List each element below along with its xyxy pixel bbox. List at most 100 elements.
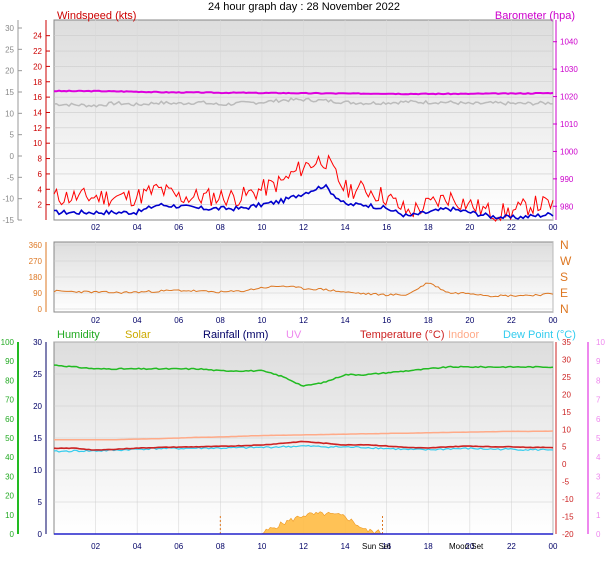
direction-tick-label: 0 (38, 305, 43, 314)
temp-x-tick-label: 16 (382, 542, 391, 551)
legend-solar: Solar (125, 329, 151, 341)
windspeed-tick-label: 14 (33, 108, 42, 117)
legend-rainfall: Rainfall (mm) (203, 329, 268, 341)
sunset-annotation: Sun Set (362, 542, 391, 551)
barometer-tick-label: 1020 (560, 93, 578, 102)
chart-title: 24 hour graph day : 28 November 2022 (208, 1, 400, 13)
humidity-tick-label: 80 (5, 376, 14, 385)
temp-x-tick-label: 20 (465, 542, 474, 551)
temp-x-tick-label: 12 (299, 542, 308, 551)
temp-tick-label: 20 (562, 390, 571, 399)
compass-label: N (560, 238, 569, 252)
temp-tick-label: 30 (562, 355, 571, 364)
inner-left-tick-label: 15 (5, 88, 14, 97)
legend-indoor: Indoor (448, 329, 480, 341)
series-wind-gray (53, 97, 554, 108)
wind-x-tick-label: 02 (91, 223, 100, 232)
barometer-tick-label: 990 (560, 175, 574, 184)
wind-x-tick-label: 12 (299, 223, 308, 232)
temp-x-tick-label: 18 (424, 542, 433, 551)
moonset-annotation: Moon Set (449, 542, 484, 551)
series-wind-direction (53, 282, 554, 298)
series-wind-gust (53, 183, 554, 220)
windspeed-tick-label: 16 (33, 93, 42, 102)
temp-tick-label: -15 (562, 513, 574, 522)
uv-tick-label: 9 (596, 357, 601, 366)
direction-tick-label: 270 (29, 257, 43, 266)
inner-left-tick-label: 5 (10, 131, 15, 140)
humidity-tick-label: 30 (5, 472, 14, 481)
temp-tick-label: -20 (562, 530, 574, 539)
direction-x-tick-label: 08 (216, 316, 225, 325)
direction-x-tick-label: 02 (91, 316, 100, 325)
compass-label: S (560, 270, 568, 284)
windspeed-tick-label: 12 (33, 124, 42, 133)
temp-tick-label: 15 (562, 408, 571, 417)
uv-tick-label: 0 (596, 530, 601, 539)
barometer-tick-label: 1010 (560, 120, 578, 129)
direction-tick-label: 90 (33, 289, 42, 298)
wind-x-tick-label: 10 (257, 223, 266, 232)
direction-x-tick-label: 14 (341, 316, 350, 325)
humidity-tick-label: 60 (5, 415, 14, 424)
temp-x-tick-label: 10 (257, 542, 266, 551)
rain-tick-label: 10 (33, 466, 42, 475)
legend-humidity: Humidity (57, 329, 100, 341)
temp-x-tick-label: 02 (91, 542, 100, 551)
wind-x-tick-label: 04 (133, 223, 142, 232)
direction-x-tick-label: 16 (382, 316, 391, 325)
barometer-tick-label: 980 (560, 202, 574, 211)
temp-x-tick-label: 14 (341, 542, 350, 551)
inner-left-tick-label: 25 (5, 45, 14, 54)
wind-x-tick-label: 22 (507, 223, 516, 232)
inner-left-tick-label: 0 (10, 152, 15, 161)
direction-x-tick-label: 06 (174, 316, 183, 325)
uv-tick-label: 10 (596, 338, 605, 347)
wind-x-tick-label: 00 (549, 223, 558, 232)
wind-x-tick-label: 08 (216, 223, 225, 232)
compass-label: W (560, 254, 572, 268)
inner-left-tick-label: 10 (5, 109, 14, 118)
temp-x-tick-label: 22 (507, 542, 516, 551)
wind-x-tick-label: 18 (424, 223, 433, 232)
legend-temperature: Temperature (°C) (360, 329, 444, 341)
compass-label: N (560, 302, 569, 316)
wind-x-tick-label: 14 (341, 223, 350, 232)
windspeed-tick-label: 20 (33, 62, 42, 71)
temp-tick-label: 25 (562, 373, 571, 382)
windspeed-tick-label: 2 (38, 201, 43, 210)
series-barometer (53, 89, 554, 96)
humidity-tick-label: 70 (5, 396, 14, 405)
temp-tick-label: 5 (562, 443, 567, 452)
windspeed-tick-label: 4 (38, 185, 43, 194)
direction-x-tick-label: 00 (549, 316, 558, 325)
windspeed-tick-label: 8 (38, 155, 43, 164)
uv-tick-label: 1 (596, 511, 601, 520)
rain-tick-label: 5 (38, 498, 43, 507)
windspeed-tick-label: 18 (33, 78, 42, 87)
direction-x-tick-label: 12 (299, 316, 308, 325)
grid-layer (54, 20, 554, 535)
compass-label: E (560, 286, 568, 300)
rain-tick-label: 0 (38, 530, 43, 539)
direction-x-tick-label: 20 (465, 316, 474, 325)
humidity-tick-label: 50 (5, 434, 14, 443)
barometer-axis-label: Barometer (hpa) (495, 10, 575, 22)
series-humidity (54, 364, 554, 387)
rain-tick-label: 15 (33, 434, 42, 443)
direction-x-tick-label: 22 (507, 316, 516, 325)
temp-x-tick-label: 08 (216, 542, 225, 551)
direction-x-tick-label: 04 (133, 316, 142, 325)
uv-tick-label: 7 (596, 396, 601, 405)
rain-tick-label: 20 (33, 402, 42, 411)
direction-x-tick-label: 10 (257, 316, 266, 325)
temp-tick-label: 0 (562, 460, 567, 469)
windspeed-tick-label: 24 (33, 32, 42, 41)
humidity-tick-label: 10 (5, 511, 14, 520)
series-layer (53, 89, 554, 535)
humidity-tick-label: 90 (5, 357, 14, 366)
series-indoor (54, 430, 554, 441)
legend-dewpoint: Dew Point (°C) (503, 329, 576, 341)
inner-left-tick-label: -10 (2, 195, 14, 204)
rain-tick-label: 25 (33, 370, 42, 379)
